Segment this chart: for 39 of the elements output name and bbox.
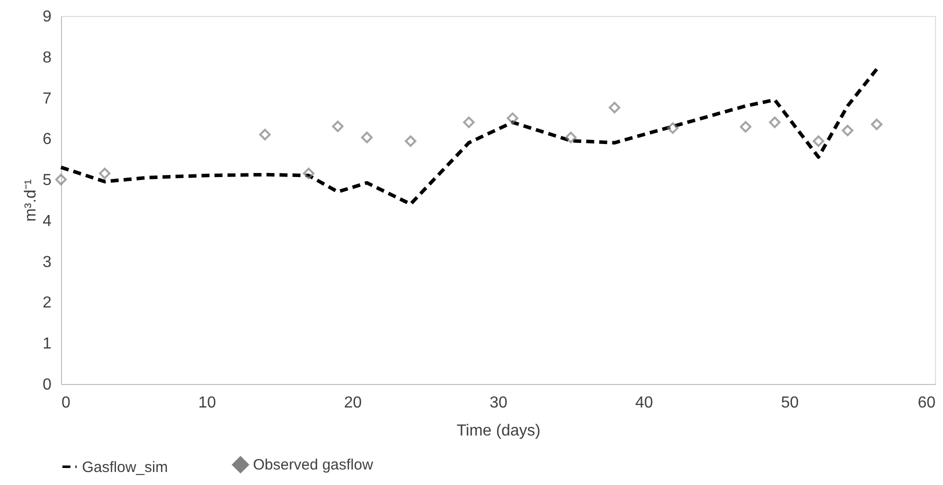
y-axis-title: m³.d⁻¹	[22, 179, 40, 222]
legend-label: Observed gasflow	[253, 456, 374, 474]
point	[565, 132, 577, 144]
point	[740, 121, 752, 133]
x-tick-label: 20	[344, 394, 362, 412]
x-tick-label: 60	[918, 394, 936, 412]
point	[332, 120, 344, 132]
y-tick-label: 2	[42, 294, 52, 312]
point	[55, 174, 67, 186]
y-tick-label: 9	[42, 8, 52, 26]
line-series	[59, 67, 878, 206]
x-tick-label: 30	[490, 394, 508, 412]
y-tick-label: 8	[42, 49, 52, 66]
y-tick-label: 5	[42, 172, 52, 190]
point	[302, 168, 314, 180]
y-tick-label: 4	[42, 212, 52, 230]
y-tick-label: 0	[42, 376, 52, 394]
x-tick-label: 40	[635, 394, 654, 412]
point	[667, 122, 679, 134]
point	[98, 168, 110, 180]
point	[812, 135, 824, 147]
point	[361, 132, 373, 144]
point	[259, 128, 271, 140]
point	[870, 118, 882, 130]
point	[769, 116, 781, 128]
x-tick-label: 50	[780, 394, 799, 412]
point	[506, 112, 518, 124]
x-tick-label: 0	[62, 394, 70, 412]
point	[608, 102, 620, 114]
x-tick-label: 10	[198, 394, 216, 412]
point	[842, 124, 854, 136]
point	[404, 135, 416, 147]
legend-label: Gasflow_sim	[82, 458, 168, 476]
x-axis-title: Time (days)	[456, 422, 540, 440]
y-tick-label: 6	[42, 131, 52, 148]
point	[463, 116, 475, 128]
y-tick-label: 3	[42, 254, 52, 271]
y-tick-label: 7	[42, 90, 52, 108]
y-tick-label: 1	[42, 336, 52, 353]
